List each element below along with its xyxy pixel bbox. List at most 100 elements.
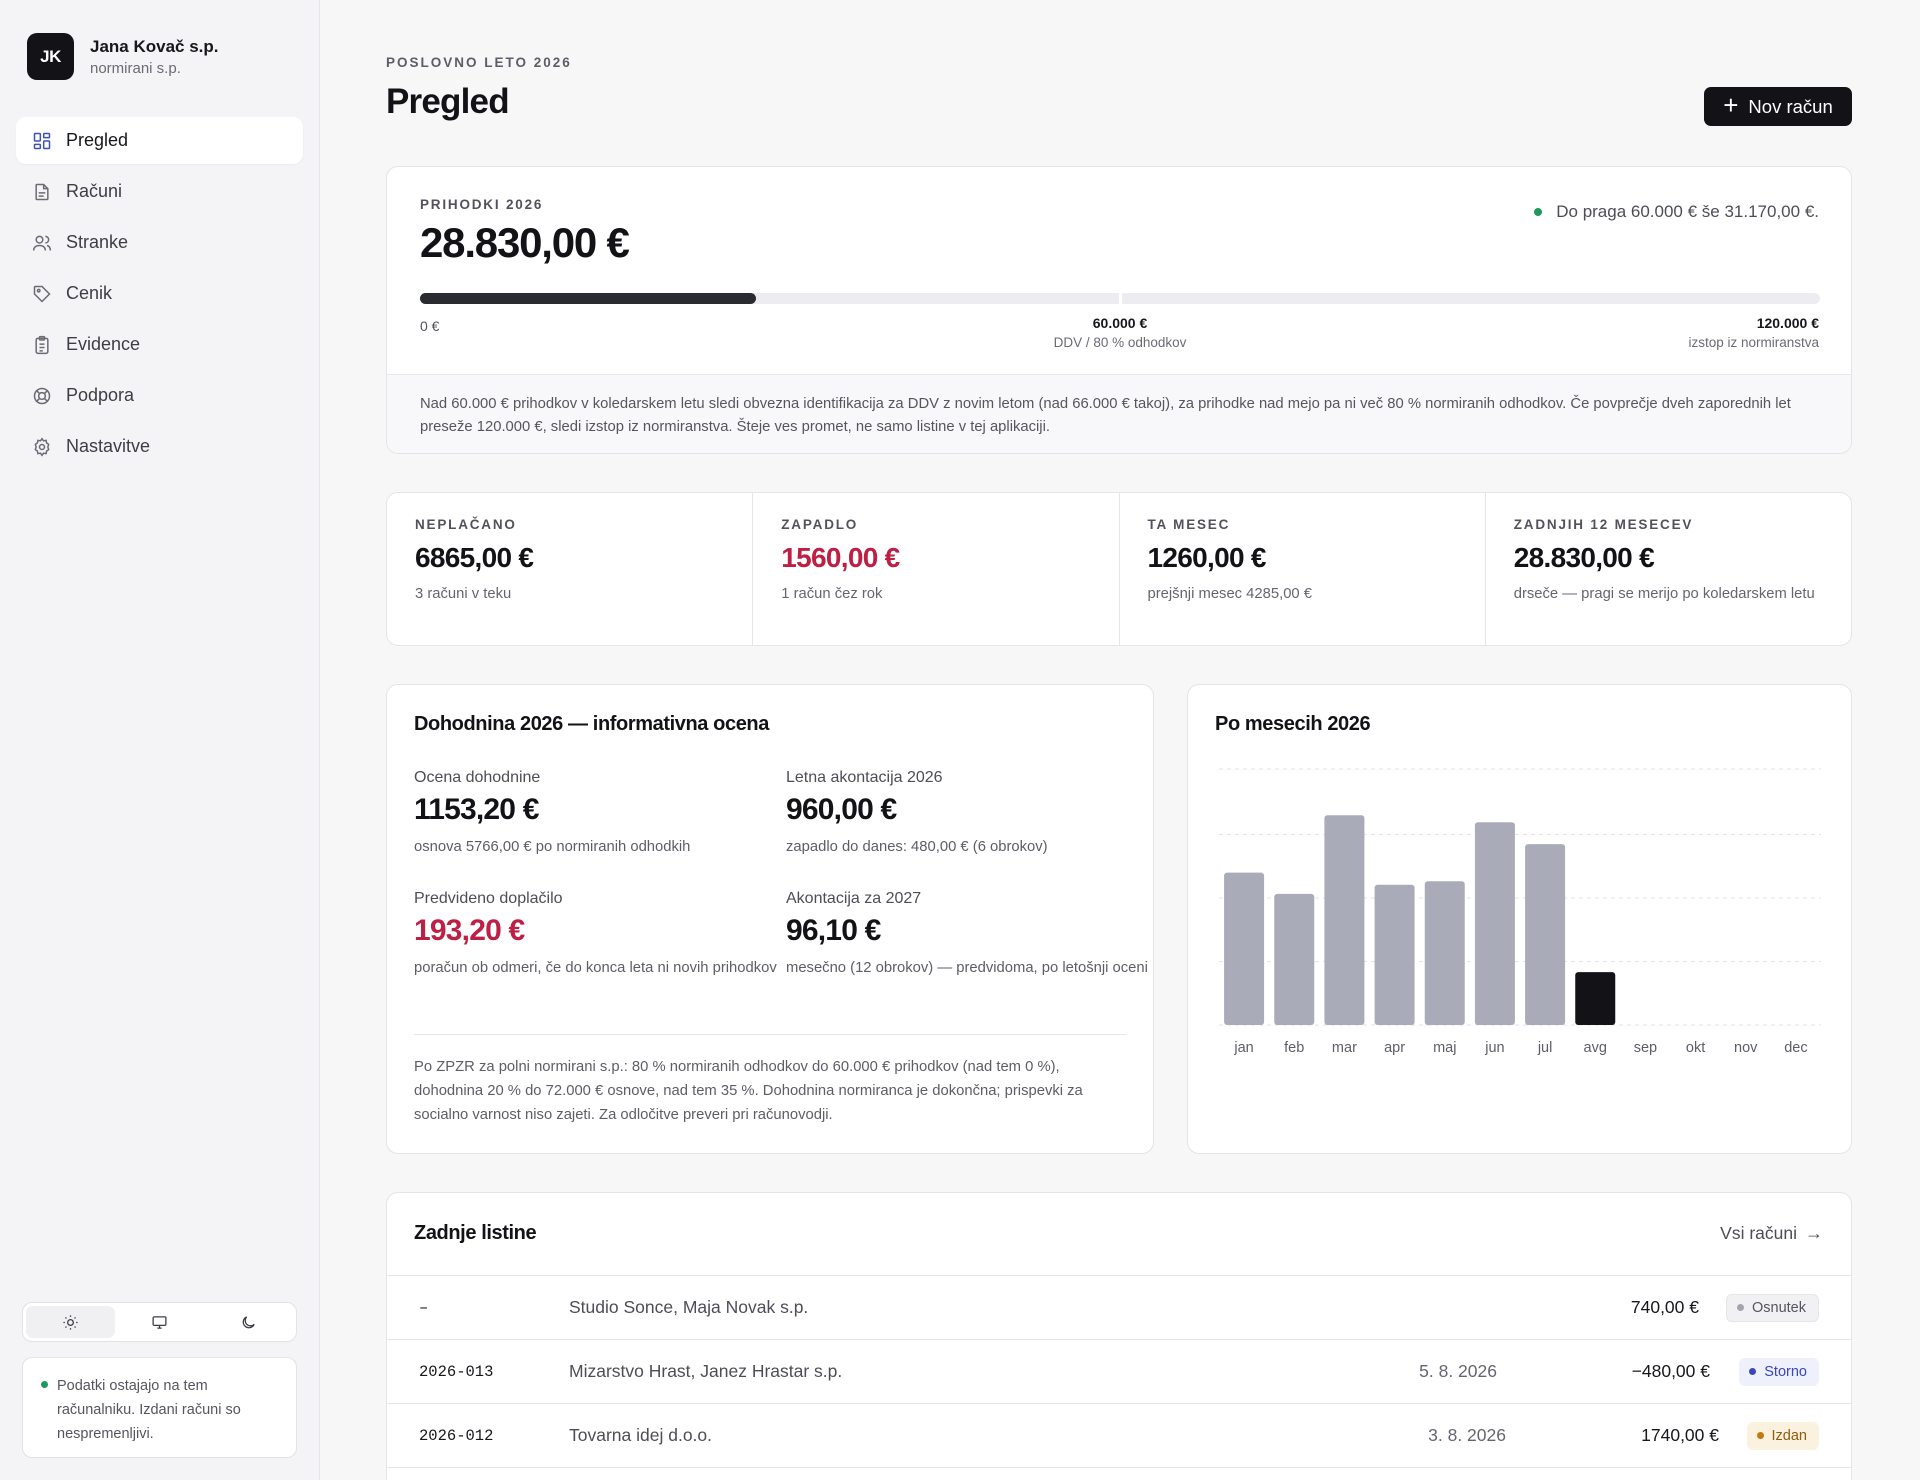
tax-value: 193,20 € [414,914,525,947]
sidebar-item-label: Nastavitve [66,436,151,456]
recent-documents-card: Zadnje listine Vsi računi → – Studio Son… [386,1192,1852,1480]
bar-avg[interactable] [1575,972,1616,1025]
document-client: Studio Sonce, Maja Novak s.p. [569,1297,809,1317]
theme-system-button[interactable] [115,1306,204,1338]
avatar: JK [27,33,74,80]
all-invoices-label: Vsi računi [1720,1223,1797,1243]
document-amount: 740,00 € [1630,1297,1699,1317]
tick-label-maj: maj [1433,1040,1456,1056]
bar-jun[interactable] [1474,822,1515,1025]
sidebar-item-cenik[interactable]: Cenik [16,270,303,317]
document-icon [35,183,49,200]
stat-value: 1260,00 € [1147,542,1267,573]
new-invoice-button[interactable]: + Nov račun [1704,87,1852,126]
tick-label-feb: feb [1284,1040,1304,1056]
tick-label-apr: apr [1384,1040,1405,1056]
stat-sub: 3 računi v teku [415,586,512,602]
theme-light-button[interactable] [26,1306,115,1338]
sidebar-item-stranke[interactable]: Stranke [16,219,303,266]
status-dot [1534,208,1543,216]
theme-switch [22,1302,297,1342]
bar-maj[interactable] [1424,881,1465,1025]
tick-label-jan: jan [1233,1040,1253,1056]
document-number: 2026-013 [419,1362,494,1381]
gear-icon [34,436,50,457]
status-badge-label: Izdan [1771,1427,1807,1444]
stats-row: NEPLAČANO 6865,00 € 3 računi v teku ZAPA… [386,492,1852,646]
stat-value: 28.830,00 € [1513,542,1655,573]
stat-label: ZAPADLO [781,517,859,532]
user-name: Jana Kovač s.p. [90,36,219,56]
tax-value: 1153,20 € [414,793,539,826]
sidebar-item-label: Stranke [66,232,129,252]
sidebar-item-nastavitve[interactable]: Nastavitve [16,423,303,470]
bar-feb[interactable] [1274,893,1315,1025]
tax-estimate-card: Dohodnina 2026 — informativna ocena Ocen… [386,684,1154,1154]
page-title: Pregled [386,82,510,121]
theme-dark-button[interactable] [204,1306,293,1338]
sidebar-item-label: Evidence [66,334,141,354]
all-invoices-link[interactable]: Vsi računi → [1720,1223,1823,1244]
divider [414,1034,1126,1035]
stat-unpaid[interactable]: NEPLAČANO 6865,00 € 3 računi v teku [387,493,754,645]
arrow-right-icon: → [1805,1223,1823,1243]
monthly-chart-card: Po mesecih 2026 jan feb mar apr maj jun jul avg… [1187,684,1852,1154]
bar-jan[interactable] [1224,872,1265,1025]
income-label: PRIHODKI 2026 [420,197,544,212]
sidebar-item-evidence[interactable]: Evidence [16,321,303,368]
bar-apr[interactable] [1374,884,1415,1025]
sidebar-item-label: Pregled [66,130,129,150]
lifebuoy-icon [33,387,51,404]
sidebar-item-pregled[interactable]: Pregled [16,117,303,164]
tick-label-dec: dec [1784,1040,1807,1056]
income-progress-fill [420,293,757,304]
document-row[interactable]: 2026-012 Tovarna idej d.o.o. 3. 8. 2026 … [387,1403,1851,1467]
scale-mid-label: DDV / 80 % odhodkov [1053,335,1187,350]
page-eyebrow: POSLOVNO LETO 2026 [386,55,572,70]
tax-label: Ocena dohodnine [414,769,541,786]
status-badge: Storno [1739,1357,1819,1386]
document-row[interactable]: – Studio Sonce, Maja Novak s.p. 740,00 €… [387,1275,1851,1339]
stat-last-12-months[interactable]: ZADNJIH 12 MESECEV 28.830,00 € drseče — … [1486,493,1851,645]
document-number: – [419,1298,429,1317]
privacy-note-text: Podatki ostajajo na tem računalniku. Izd… [57,1378,241,1442]
threshold-note: Nad 60.000 € prihodkov v koledarskem let… [387,374,1851,453]
tax-value: 960,00 € [786,793,897,826]
document-row[interactable] [387,1467,1851,1480]
scale-mid: 60.000 € DDV / 80 % odhodkov [1020,315,1220,350]
tick-label-nov: nov [1734,1040,1758,1056]
stat-this-month[interactable]: TA MESEC 1260,00 € prejšnji mesec 4285,0… [1120,493,1486,645]
tax-sub: osnova 5766,00 € po normiranih odhodkih [414,839,691,855]
new-invoice-label: Nov račun [1748,95,1833,117]
sidebar-item-podpora[interactable]: Podpora [16,372,303,419]
tick-label-avg: avg [1584,1040,1607,1056]
document-number: 2026-012 [419,1426,494,1445]
document-row[interactable]: 2026-013 Mizarstvo Hrast, Janez Hrastar … [387,1339,1851,1403]
bar-mar[interactable] [1324,815,1365,1025]
threshold-marker [1119,293,1122,304]
tick-label-okt: okt [1686,1040,1705,1056]
scale-end-value: 120.000 € [1756,315,1819,331]
bar-jul[interactable] [1525,844,1566,1025]
stat-value: 1560,00 € [781,542,900,573]
tax-card-title: Dohodnina 2026 — informativna ocena [414,713,769,735]
sidebar-item-label: Podpora [66,385,135,405]
stat-sub: 1 račun čez rok [781,586,883,602]
document-date: 5. 8. 2026 [1419,1361,1497,1381]
tax-estimate: Ocena dohodnine 1153,20 € osnova 5766,00… [414,769,784,859]
sidebar-item-label: Cenik [66,283,113,303]
tick-label-mar: mar [1332,1040,1357,1056]
scale-end: 120.000 € izstop iz normiranstva [1688,315,1819,350]
income-amount: 28.830,00 € [420,219,630,266]
annual-advance: Letna akontacija 2026 960,00 € zapadlo d… [786,769,1156,859]
account-brand[interactable]: JK Jana Kovač s.p. normirani s.p. [27,33,219,80]
tax-value: 96,10 € [786,914,881,947]
stat-overdue[interactable]: ZAPADLO 1560,00 € 1 račun čez rok [753,493,1120,645]
plus-icon: + [1723,90,1739,120]
sidebar-item-racuni[interactable]: Računi [16,168,303,215]
sun-icon [63,1314,78,1330]
stat-label: NEPLAČANO [415,517,517,532]
tick-label-sep: sep [1634,1040,1657,1056]
stat-label: TA MESEC [1147,517,1231,532]
document-client: Tovarna idej d.o.o. [569,1425,713,1445]
